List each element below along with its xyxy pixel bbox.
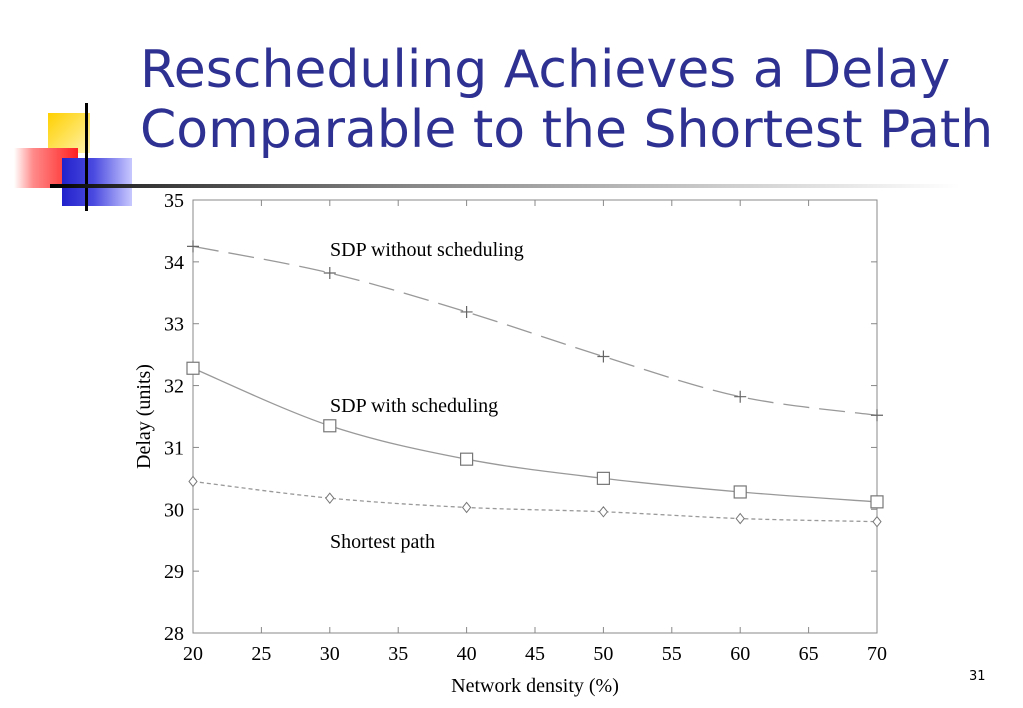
y-tick-label: 33 <box>164 314 184 336</box>
x-tick-label: 50 <box>593 643 613 665</box>
y-tick-label: 32 <box>164 376 184 398</box>
data-point-shortest-path <box>325 492 335 504</box>
y-tick-label: 29 <box>164 561 184 583</box>
x-tick-label: 20 <box>183 643 203 665</box>
data-point-shortest-path <box>598 505 609 518</box>
x-tick-label: 25 <box>251 643 271 665</box>
x-tick-label: 35 <box>388 643 408 665</box>
y-axis-label: Delay (units) <box>133 364 155 469</box>
x-tick-label: 30 <box>320 643 340 665</box>
series-label-sdp-with-scheduling: SDP with scheduling <box>330 395 498 417</box>
data-point-shortest-path <box>461 501 472 514</box>
decor-yellow-square <box>48 113 90 153</box>
slide-title-line-2: Comparable to the Shortest Path <box>140 100 994 160</box>
decor-vertical-line <box>85 103 88 211</box>
series-label-shortest-path: Shortest path <box>330 531 435 553</box>
data-point-sdp-with-scheduling <box>596 471 611 485</box>
y-tick-label: 35 <box>164 190 184 212</box>
data-point-sdp-without-scheduling <box>871 409 883 422</box>
data-point-sdp-with-scheduling <box>870 495 884 509</box>
data-point-sdp-without-scheduling <box>187 240 199 253</box>
x-axis-label: Network density (%) <box>451 675 619 697</box>
x-tick-label: 40 <box>457 643 477 665</box>
data-point-sdp-with-scheduling <box>733 485 747 499</box>
x-tick-label: 70 <box>867 643 887 665</box>
data-point-shortest-path <box>872 515 882 528</box>
data-point-sdp-with-scheduling <box>186 361 200 375</box>
data-point-sdp-without-scheduling <box>323 266 336 279</box>
data-point-sdp-without-scheduling <box>734 390 747 403</box>
page-number: 31 <box>969 669 986 684</box>
data-point-sdp-with-scheduling <box>323 419 337 433</box>
x-tick-label: 45 <box>525 643 545 665</box>
y-tick-label: 30 <box>164 499 184 521</box>
data-point-sdp-without-scheduling <box>460 305 473 318</box>
x-tick-label: 65 <box>799 643 819 665</box>
series-line-sdp-with-scheduling <box>192 367 878 503</box>
title-underline <box>50 184 960 188</box>
series-line-shortest-path <box>192 480 878 523</box>
x-tick-label: 55 <box>662 643 682 665</box>
plot-frame <box>192 199 878 634</box>
y-tick-label: 34 <box>164 252 184 274</box>
data-point-shortest-path <box>735 512 745 525</box>
decor-blue-square <box>62 158 132 206</box>
data-point-shortest-path <box>188 475 198 488</box>
data-point-sdp-without-scheduling <box>597 350 610 363</box>
y-tick-label: 31 <box>164 437 184 459</box>
series-line-sdp-without-scheduling <box>192 245 878 416</box>
series-label-sdp-without-scheduling: SDP without scheduling <box>330 239 524 261</box>
x-tick-label: 60 <box>730 643 750 665</box>
data-point-sdp-with-scheduling <box>460 452 474 466</box>
y-tick-label: 28 <box>164 623 184 645</box>
slide-title-line-1: Rescheduling Achieves a Delay <box>140 40 951 100</box>
slide-title: Rescheduling Achieves a Delay Comparable… <box>140 40 1000 160</box>
